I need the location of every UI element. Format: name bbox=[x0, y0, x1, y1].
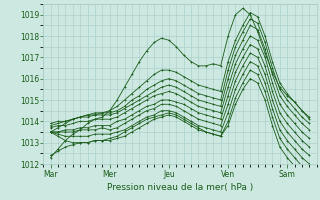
X-axis label: Pression niveau de la mer( hPa ): Pression niveau de la mer( hPa ) bbox=[107, 183, 253, 192]
